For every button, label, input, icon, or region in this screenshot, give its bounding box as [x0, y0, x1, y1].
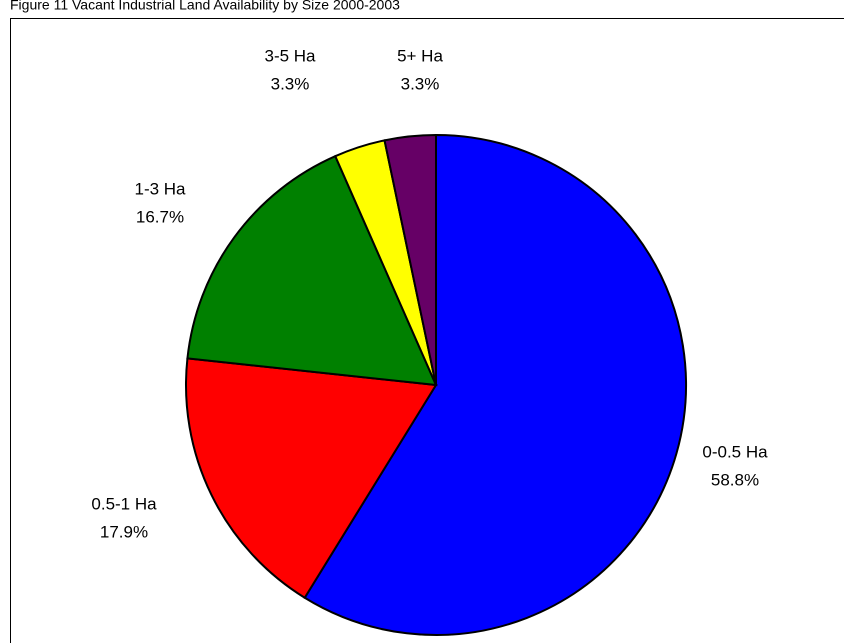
pie-slice [185, 357, 438, 600]
slice-value-label: 58.8% [711, 470, 759, 489]
slice-label: 0.5-1 Ha [91, 494, 157, 513]
pie-slice [383, 133, 437, 386]
slice-value-label: 16.7% [136, 207, 184, 226]
chart-title: Figure 11 Vacant Industrial Land Availab… [10, 0, 400, 13]
slice-label: 5+ Ha [397, 46, 443, 65]
slice-value-label: 3.3% [401, 74, 440, 93]
slice-label: 0-0.5 Ha [702, 442, 768, 461]
chart-frame [10, 18, 844, 643]
pie-slice [186, 154, 438, 387]
pie-slice [303, 133, 687, 636]
slice-value-label: 3.3% [271, 74, 310, 93]
slice-value-label: 17.9% [100, 522, 148, 541]
slice-label: 3-5 Ha [264, 46, 316, 65]
slice-label: 1-3 Ha [134, 179, 186, 198]
